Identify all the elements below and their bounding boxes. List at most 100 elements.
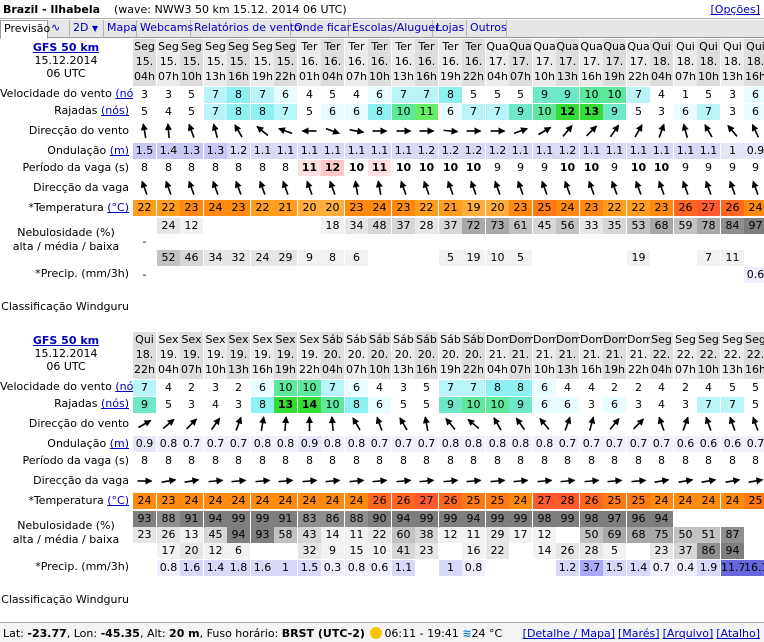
time-column-header: Sáb 20. 19h xyxy=(439,332,462,379)
wave-period-cell: 8 xyxy=(204,453,227,469)
forecast-date: 19. xyxy=(206,348,225,361)
wave-period-cell: 8 xyxy=(627,453,650,469)
gust-cell: 4 xyxy=(157,104,180,120)
cloud-high-cell: 33 xyxy=(580,218,603,234)
wave-direction-arrow xyxy=(204,178,227,198)
wind-speed-cell: 8 xyxy=(509,380,532,396)
wind-speed-cell: 3 xyxy=(133,87,156,103)
temperature-cell: 24 xyxy=(368,200,391,216)
tab-others[interactable]: Outros xyxy=(467,20,507,38)
temperature-cell: 24 xyxy=(204,493,227,509)
cloud-low-cell: 16 xyxy=(462,543,485,559)
wave-period-cell: 8 xyxy=(580,453,603,469)
wind-speed-cell: 8 xyxy=(227,87,250,103)
temp-label: *Temperatura xyxy=(28,201,104,214)
precip-cell: 0.7 xyxy=(650,560,673,576)
wind-speed-cell: 4 xyxy=(298,87,321,103)
cloud-high-cell: 99 xyxy=(251,511,274,527)
wave-period-cell: 8 xyxy=(204,160,227,176)
forecast-hour: 22h xyxy=(299,363,320,376)
time-column-header: Seg 22. 16h xyxy=(744,332,764,379)
model-link[interactable]: GFS 50 km xyxy=(32,41,100,54)
cloud-low-cell xyxy=(368,250,391,266)
tab-schools[interactable]: Escolas/Aluguer xyxy=(349,20,440,38)
precip-cell: 1.4 xyxy=(627,560,650,576)
forecast-date: 17. xyxy=(535,55,554,68)
forecast-hour: 10h xyxy=(369,70,390,83)
forecast-date: 21. xyxy=(535,348,554,361)
gust-unit-link[interactable]: (nós) xyxy=(100,104,129,117)
options-link[interactable]: [Opções] xyxy=(710,3,761,16)
forecast-hour: 22h xyxy=(628,70,649,83)
gust-cell: 3 xyxy=(180,397,203,413)
wind-direction-arrow xyxy=(298,121,321,141)
tab-2d[interactable]: 2D ▼ xyxy=(70,20,104,38)
cloud-high-cell: 99 xyxy=(509,511,532,527)
detail-map-link[interactable]: [Detalhe / Mapa] xyxy=(522,627,615,640)
temperature-cell: 23 xyxy=(580,200,603,216)
forecast-day: Sáb xyxy=(463,333,484,346)
time-column-header: Sáb 20. 04h xyxy=(321,332,344,379)
tab-map[interactable]: Mapa xyxy=(104,20,137,38)
temperature-cell: 24 xyxy=(697,493,720,509)
time-column-header: Qua 17. 22h xyxy=(627,39,650,86)
cloud-low-cell: 94 xyxy=(721,543,744,559)
tab-forecast[interactable]: Previsão xyxy=(0,20,50,39)
shortcut-link[interactable]: [Atalho] xyxy=(716,627,760,640)
cloud-mid-cell xyxy=(180,234,203,250)
tab-wave-graph[interactable]: ∿ xyxy=(48,20,70,38)
archive-link[interactable]: [Arquivo] xyxy=(662,627,714,640)
cloud-high-cell: 98 xyxy=(580,511,603,527)
wind-speed-cell: 9 xyxy=(533,87,556,103)
wave-unit-link[interactable]: (m) xyxy=(109,437,129,450)
wave-direction-arrow xyxy=(580,471,603,491)
wave-direction-arrow xyxy=(274,178,297,198)
forecast-date: 21. xyxy=(582,348,601,361)
wave-unit-link[interactable]: (m) xyxy=(109,144,129,157)
temperature-cell: 26 xyxy=(392,493,415,509)
wind-speed-cell: 5 xyxy=(415,380,438,396)
precip-cell: 1 xyxy=(439,560,462,576)
time-column-header: Sáb 20. 22h xyxy=(462,332,485,379)
cloud-high-cell: 99 xyxy=(415,511,438,527)
forecast-day: Dom xyxy=(580,333,606,346)
precip-cell: - xyxy=(133,267,156,283)
wind-direction-arrow xyxy=(650,121,673,141)
forecast-hour: 16h xyxy=(745,70,764,83)
cloud-mid-cell xyxy=(486,234,509,250)
temp-unit-link[interactable]: (°C) xyxy=(107,201,129,214)
wind-speed-cell: 10 xyxy=(603,87,626,103)
tab-where-stay[interactable]: Onde ficar xyxy=(291,20,351,38)
gust-cell: 4 xyxy=(204,397,227,413)
forecast-day: Seg xyxy=(698,333,719,346)
gust-cell: 6 xyxy=(744,104,764,120)
tab-wind-reports[interactable]: Relatórios de vento xyxy=(191,20,301,38)
wave-label: Ondulação xyxy=(47,144,107,157)
wave-label: Ondulação xyxy=(47,437,107,450)
tab-webcams[interactable]: Webcams xyxy=(137,20,193,38)
cloud-low-cell xyxy=(509,543,532,559)
wind-speed-cell: 4 xyxy=(368,380,391,396)
row-label-wind-speed: Velocidade do vento (nós) xyxy=(0,87,143,100)
wind-speed-cell: 9 xyxy=(556,87,579,103)
cloud-mid-cell: 87 xyxy=(721,527,744,543)
wind-speed-cell: 3 xyxy=(157,87,180,103)
cloud-high-cell: 97 xyxy=(744,218,764,234)
gust-cell: 3 xyxy=(627,397,650,413)
forecast-day: Sex xyxy=(158,333,179,346)
tab-shops[interactable]: Lojas xyxy=(433,20,467,38)
temperature-cell: 21 xyxy=(439,200,462,216)
gust-unit-link[interactable]: (nós) xyxy=(100,397,129,410)
tides-link[interactable]: [Marés] xyxy=(617,627,660,640)
precip-cell xyxy=(721,267,744,283)
precip-cell: 0.6 xyxy=(744,267,764,283)
temp-unit-link[interactable]: (°C) xyxy=(107,494,129,507)
wave-direction-arrow xyxy=(321,471,344,491)
forecast-hour: 04h xyxy=(651,70,672,83)
model-subtitle: (wave: NWW3 50 km 15.12. 2014 06 UTC) xyxy=(114,3,347,16)
model-link[interactable]: GFS 50 km xyxy=(32,334,100,347)
cloud-high-cell: 99 xyxy=(556,511,579,527)
gust-cell: 5 xyxy=(180,104,203,120)
wave-direction-arrow xyxy=(439,471,462,491)
wave-height-cell: 0.9 xyxy=(298,436,321,452)
